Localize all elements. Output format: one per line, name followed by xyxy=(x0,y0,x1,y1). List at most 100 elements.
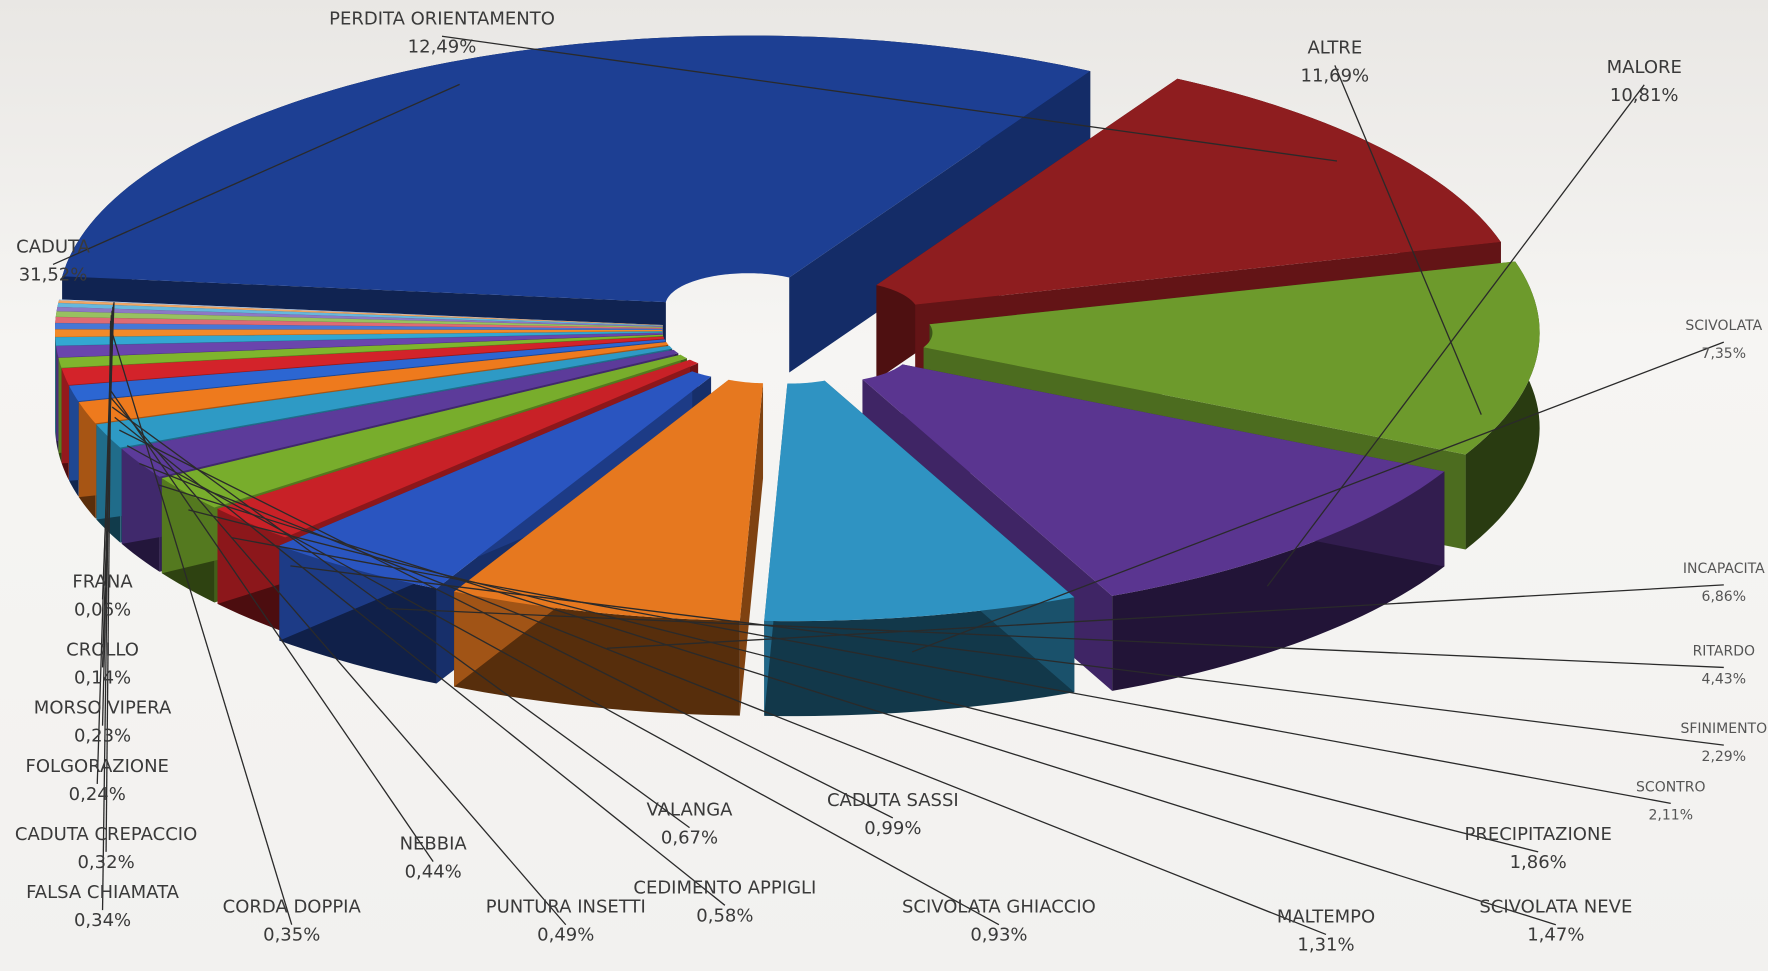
value-nebbia: 0,44% xyxy=(405,862,462,883)
label-crollo: CROLLO xyxy=(66,639,139,660)
slice-cedimento-appigli xyxy=(58,334,664,368)
leader-caduta-sassi xyxy=(119,429,894,819)
slice-labels: CADUTA 31,52% PERDITA ORIENTAMENTO 12,49% AL… xyxy=(15,8,1767,955)
label-scivolata: SCIVOLATA xyxy=(1685,318,1762,334)
slice-ritardo xyxy=(279,371,712,589)
slice-altre xyxy=(923,261,1540,455)
label-caduta-crepaccio: CADUTA CREPACCIO xyxy=(15,824,197,845)
leader-ritardo xyxy=(385,607,1724,669)
value-perdita-orientamento: 12,49% xyxy=(408,36,477,57)
leader-valanga xyxy=(111,406,690,829)
label-caduta-sassi: CADUTA SASSI xyxy=(827,790,959,811)
value-altre: 11,69% xyxy=(1301,65,1370,86)
label-malore: MALORE xyxy=(1607,57,1682,78)
slice-morso-vipera xyxy=(57,302,663,327)
slice-caduta-sassi xyxy=(61,336,665,385)
leader-maltempo xyxy=(139,462,1327,936)
slice-scivolata-ghiaccio xyxy=(69,339,666,402)
value-corda-doppia: 0,35% xyxy=(263,925,320,946)
label-corda-doppia: CORDA DOPPIA xyxy=(223,897,362,918)
label-altre: ALTRE xyxy=(1307,37,1362,58)
slice-incapacita xyxy=(454,379,764,621)
value-cedimento-appigli: 0,58% xyxy=(696,905,753,926)
label-puntura-insetti: PUNTURA INSETTI xyxy=(486,897,646,918)
value-caduta-crepaccio: 0,32% xyxy=(77,852,134,873)
value-frana: 0,06% xyxy=(74,599,131,620)
value-crollo: 0,14% xyxy=(74,667,131,688)
slice-malore xyxy=(862,364,1445,596)
value-valanga: 0,67% xyxy=(661,828,718,849)
label-precipitazione: PRECIPITAZIONE xyxy=(1464,824,1611,845)
label-scivolata-ghiaccio: SCIVOLATA GHIACCIO xyxy=(902,897,1096,918)
slice-precipitazione xyxy=(121,349,679,477)
label-maltempo: MALTEMPO xyxy=(1277,906,1375,927)
value-puntura-insetti: 0,49% xyxy=(537,925,594,946)
slice-side-scivolata xyxy=(764,597,1075,717)
slice-scivolata-neve xyxy=(96,345,673,448)
label-scontro: SCONTRO xyxy=(1636,779,1705,795)
value-malore: 10,81% xyxy=(1610,85,1679,106)
leader-cedimento-appigli xyxy=(114,416,726,906)
value-maltempo: 1,31% xyxy=(1297,934,1354,955)
leader-altre xyxy=(1334,65,1482,415)
label-frana: FRANA xyxy=(72,571,133,592)
label-ritardo: RITARDO xyxy=(1693,643,1755,659)
slice-scivolata xyxy=(764,380,1075,622)
slice-wall2-caduta xyxy=(789,71,1091,373)
slice-valanga xyxy=(56,332,663,358)
slice-sfinimento xyxy=(217,359,699,538)
value-scivolata-ghiaccio: 0,93% xyxy=(970,925,1027,946)
slice-puntura-insetti xyxy=(55,331,663,346)
value-incapacita: 6,86% xyxy=(1702,589,1746,605)
label-nebbia: NEBBIA xyxy=(400,834,468,855)
label-sfinimento: SFINIMENTO xyxy=(1680,721,1767,737)
slice-frana xyxy=(58,299,663,326)
label-folgorazione: FOLGORAZIONE xyxy=(26,756,169,777)
label-valanga: VALANGA xyxy=(647,800,734,821)
label-incapacita: INCAPACITA xyxy=(1683,561,1765,577)
value-scivolata-neve: 1,47% xyxy=(1527,925,1584,946)
slice-caduta xyxy=(62,35,1091,303)
leader-lines xyxy=(52,35,1725,936)
value-folgorazione: 0,24% xyxy=(69,784,126,805)
slice-crollo xyxy=(58,300,663,326)
value-sfinimento: 2,29% xyxy=(1702,749,1746,765)
value-scontro: 2,11% xyxy=(1649,807,1693,823)
slice-corda-doppia xyxy=(55,323,663,330)
pie-slices xyxy=(55,35,1540,717)
label-cedimento-appigli: CEDIMENTO APPIGLI xyxy=(633,877,816,898)
leader-caduta xyxy=(52,83,460,266)
label-scivolata-neve: SCIVOLATA NEVE xyxy=(1479,897,1632,918)
leader-corda-doppia xyxy=(109,326,293,925)
value-morso-vipera: 0,23% xyxy=(74,726,131,747)
value-falsa-chiamata: 0,34% xyxy=(74,910,131,931)
leader-scivolata-neve xyxy=(158,484,1557,926)
label-perdita-orientamento: PERDITA ORIENTAMENTO xyxy=(329,8,555,29)
label-morso-vipera: MORSO VIPERA xyxy=(34,698,172,719)
leader-incapacita xyxy=(606,584,1724,649)
leader-nebbia xyxy=(109,389,434,862)
slice-nebbia xyxy=(55,329,663,337)
value-precipitazione: 1,86% xyxy=(1510,852,1567,873)
slice-scontro xyxy=(161,354,687,508)
leader-perdita-orientamento xyxy=(441,35,1338,162)
slice-perdita-orientamento xyxy=(876,78,1501,305)
leader-scivolata xyxy=(911,341,1725,653)
leader-scivolata-ghiaccio xyxy=(126,445,1000,926)
leader-malore xyxy=(1266,84,1645,587)
slice-caduta-crepaccio xyxy=(55,311,663,328)
leader-frana xyxy=(101,302,115,600)
value-ritardo: 4,43% xyxy=(1702,671,1746,687)
value-caduta: 31,52% xyxy=(19,264,88,285)
value-scivolata: 7,35% xyxy=(1702,346,1746,362)
label-falsa-chiamata: FALSA CHIAMATA xyxy=(26,882,180,903)
slice-maltempo xyxy=(78,342,669,424)
slice-folgorazione xyxy=(56,307,663,327)
label-caduta: CADUTA xyxy=(16,236,91,257)
value-caduta-sassi: 0,99% xyxy=(864,818,921,839)
leader-puntura-insetti xyxy=(110,397,567,926)
slice-falsa-chiamata xyxy=(55,317,663,329)
leader-precipitazione xyxy=(188,509,1539,853)
